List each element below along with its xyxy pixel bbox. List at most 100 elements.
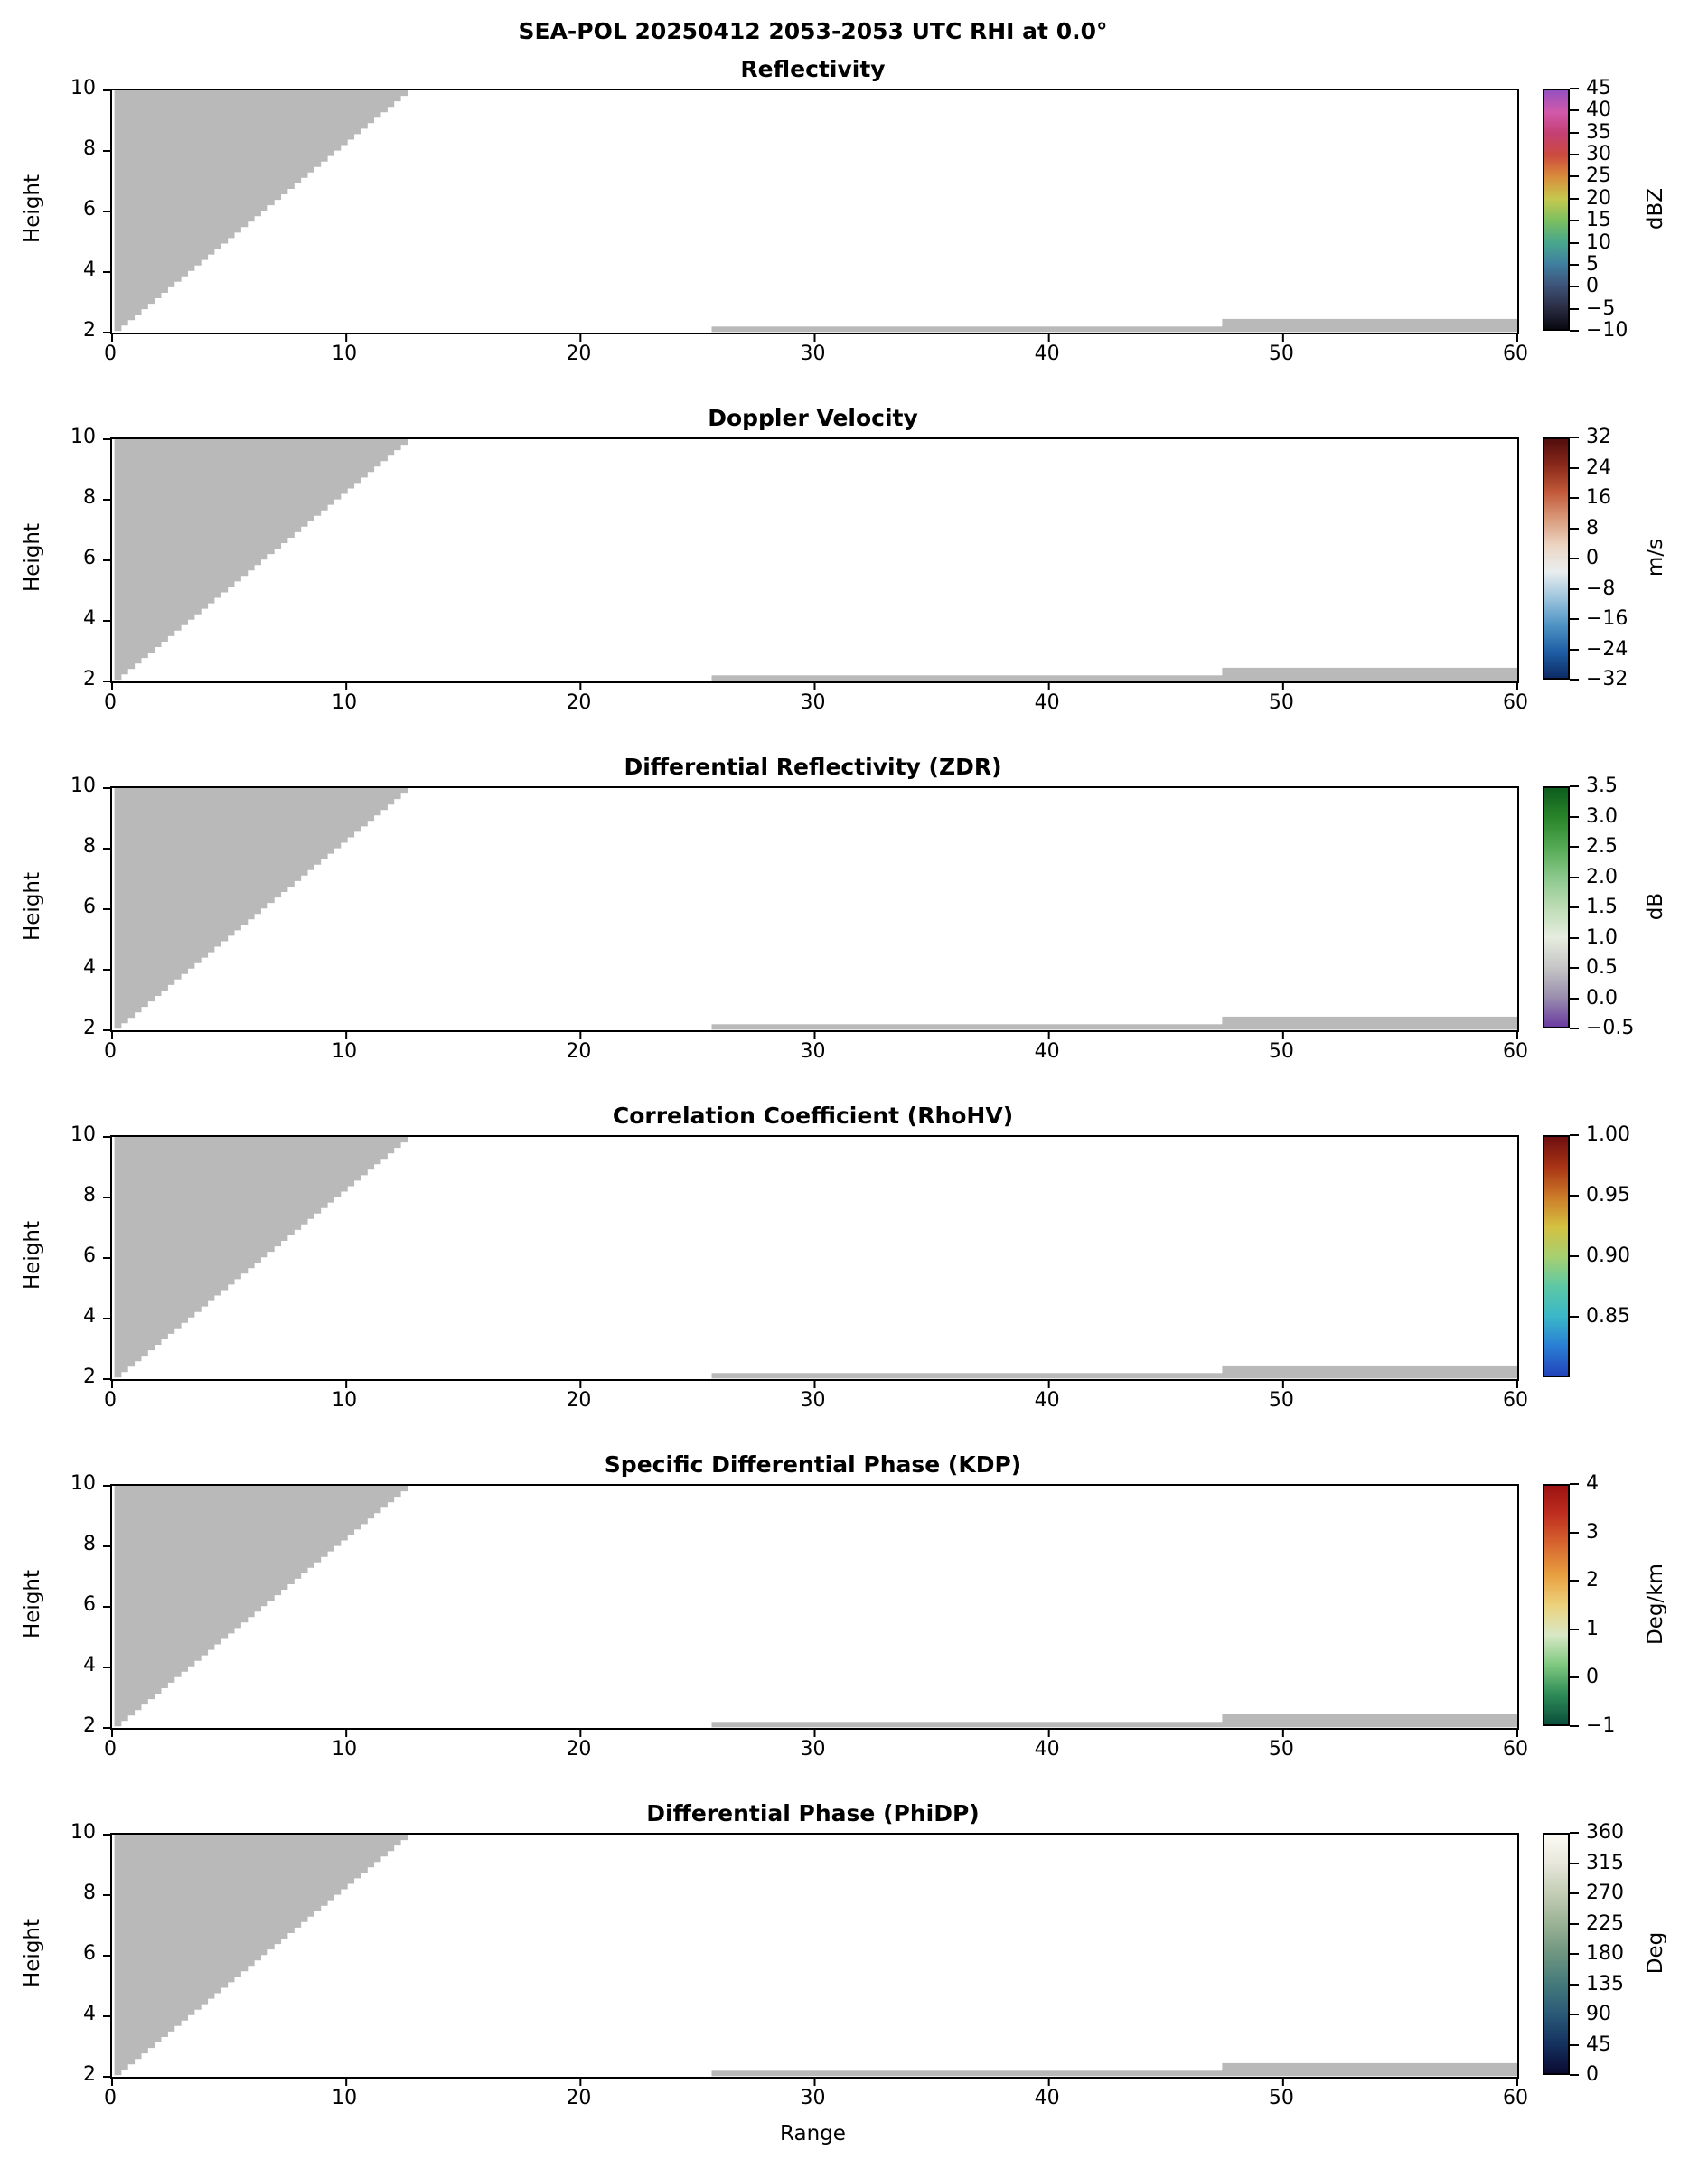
colorbar-tick-mark: [1570, 1628, 1579, 1630]
colorbar-tick-label: −5: [1586, 296, 1616, 320]
mask-svg: [103, 1136, 1518, 1388]
colorbar-tick-label: 16: [1586, 486, 1611, 509]
colorbar-tick-label: 360: [1586, 1821, 1624, 1844]
colorbar-tick-label: 0.5: [1586, 956, 1618, 979]
y-tick-label: 4: [83, 607, 96, 630]
y-tick-label: 2: [83, 1366, 96, 1388]
colorbar-tick-mark: [1570, 648, 1579, 651]
y-tick-label: 4: [83, 258, 96, 281]
colorbar: [1543, 1833, 1570, 2075]
colorbar-tick-label: 0.85: [1586, 1305, 1630, 1328]
panel-title: Doppler Velocity: [708, 405, 918, 431]
y-tick-label: 6: [83, 198, 96, 221]
colorbar-tick-label: 1: [1586, 1617, 1599, 1640]
mask-wedge: [114, 788, 415, 1029]
rhi-panel: Differential Reflectivity (ZDR) Height d…: [0, 750, 1708, 1099]
mask-strip: [711, 675, 1223, 681]
colorbar-tick-mark: [1570, 1195, 1579, 1197]
colorbar-tick-mark: [1570, 679, 1579, 681]
x-tick-label: 20: [566, 2087, 592, 2109]
colorbar-tick-label: −16: [1586, 607, 1628, 630]
x-tick-label: 40: [1034, 1738, 1060, 1761]
colorbar-tick-mark: [1570, 1316, 1579, 1318]
mask-wedge: [114, 90, 415, 332]
x-tick-label: 0: [104, 691, 117, 714]
colorbar-tick-label: 2: [1586, 1569, 1599, 1592]
panel-title: Differential Phase (PhiDP): [646, 1800, 980, 1826]
colorbar-tick-label: 3.5: [1586, 775, 1618, 797]
x-tick-label: 60: [1503, 691, 1528, 714]
mask-svg: [103, 1485, 1518, 1737]
colorbar-tick-mark: [1570, 1255, 1579, 1257]
colorbar-tick-mark: [1570, 527, 1579, 530]
x-axis-label: Range: [780, 2122, 846, 2146]
mask-wedge: [114, 1835, 415, 2076]
y-tick-label: 10: [70, 1821, 96, 1844]
colorbar: [1543, 437, 1570, 680]
x-tick-label: 30: [800, 1389, 826, 1412]
mask-strip: [711, 1722, 1223, 1728]
x-tick-label: 60: [1503, 2087, 1528, 2109]
colorbar-tick-label: 35: [1586, 120, 1611, 144]
x-tick-label: 30: [800, 1040, 826, 1063]
x-tick-label: 40: [1034, 691, 1060, 714]
plot-area: [103, 786, 1519, 1039]
x-tick-label: 0: [104, 2087, 117, 2109]
colorbar-tick-mark: [1570, 936, 1579, 939]
colorbar-tick-mark: [1570, 1483, 1579, 1485]
colorbar-tick-mark: [1570, 131, 1579, 134]
colorbar-tick-label: 40: [1586, 99, 1611, 122]
colorbar-tick-label: 25: [1586, 164, 1611, 188]
y-tick-label: 6: [83, 1244, 96, 1267]
colorbar-tick-mark: [1570, 437, 1579, 438]
colorbar-tick-label: 90: [1586, 2003, 1611, 2025]
x-tick-label: 10: [332, 691, 358, 714]
mask-svg: [103, 1834, 1518, 2086]
colorbar-tick-mark: [1570, 154, 1579, 156]
colorbar-tick-label: 15: [1586, 209, 1611, 232]
x-tick-label: 10: [332, 1738, 358, 1761]
colorbar-tick-mark: [1570, 1983, 1579, 1986]
x-tick-label: 10: [332, 343, 358, 365]
mask-wedge: [114, 1137, 415, 1378]
colorbar-tick-mark: [1570, 1953, 1579, 1955]
colorbar-tick-label: 0.90: [1586, 1244, 1630, 1267]
x-tick-label: 40: [1034, 343, 1060, 365]
x-tick-label: 20: [566, 1040, 592, 1063]
x-tick-label: 50: [1268, 1738, 1294, 1761]
mask-svg: [103, 89, 1518, 342]
colorbar-tick-mark: [1570, 876, 1579, 878]
colorbar-tick-mark: [1570, 497, 1579, 499]
y-tick-label: 2: [83, 319, 96, 342]
colorbar: [1543, 89, 1570, 331]
colorbar-tick-label: 180: [1586, 1942, 1624, 1965]
colorbar-tick-mark: [1570, 109, 1579, 112]
mask-strip: [1222, 667, 1517, 681]
y-tick-label: 6: [83, 547, 96, 569]
y-tick-label: 4: [83, 1305, 96, 1328]
colorbar-tick-mark: [1570, 618, 1579, 620]
colorbar-tick-mark: [1570, 330, 1579, 332]
colorbar-tick-mark: [1570, 1134, 1579, 1136]
colorbar-tick-label: 315: [1586, 1851, 1624, 1874]
mask-strip: [1222, 1016, 1517, 1030]
colorbar-tick-mark: [1570, 241, 1579, 244]
x-tick-label: 20: [566, 1389, 592, 1412]
x-tick-label: 0: [104, 1738, 117, 1761]
colorbar-tick-label: 5: [1586, 252, 1599, 276]
panels-container: Reflectivity Height dBZ 0 10 20 30 40 50 60 2 4 6…: [0, 52, 1708, 2146]
colorbar-tick-mark: [1570, 997, 1579, 1000]
x-tick-label: 40: [1034, 2087, 1060, 2109]
colorbar-tick-label: 45: [1586, 2033, 1611, 2056]
x-tick-label: 60: [1503, 1738, 1528, 1761]
colorbar-tick-mark: [1570, 906, 1579, 908]
mask-strip: [711, 2070, 1223, 2077]
mask-wedge: [114, 439, 415, 681]
colorbar-tick-label: 0: [1586, 275, 1599, 298]
mask-strip: [1222, 1365, 1517, 1379]
x-tick-label: 60: [1503, 1040, 1528, 1063]
colorbar-tick-label: −10: [1586, 319, 1628, 342]
colorbar-tick-label: −0.5: [1586, 1017, 1635, 1039]
colorbar-tick-label: 2.0: [1586, 865, 1618, 888]
